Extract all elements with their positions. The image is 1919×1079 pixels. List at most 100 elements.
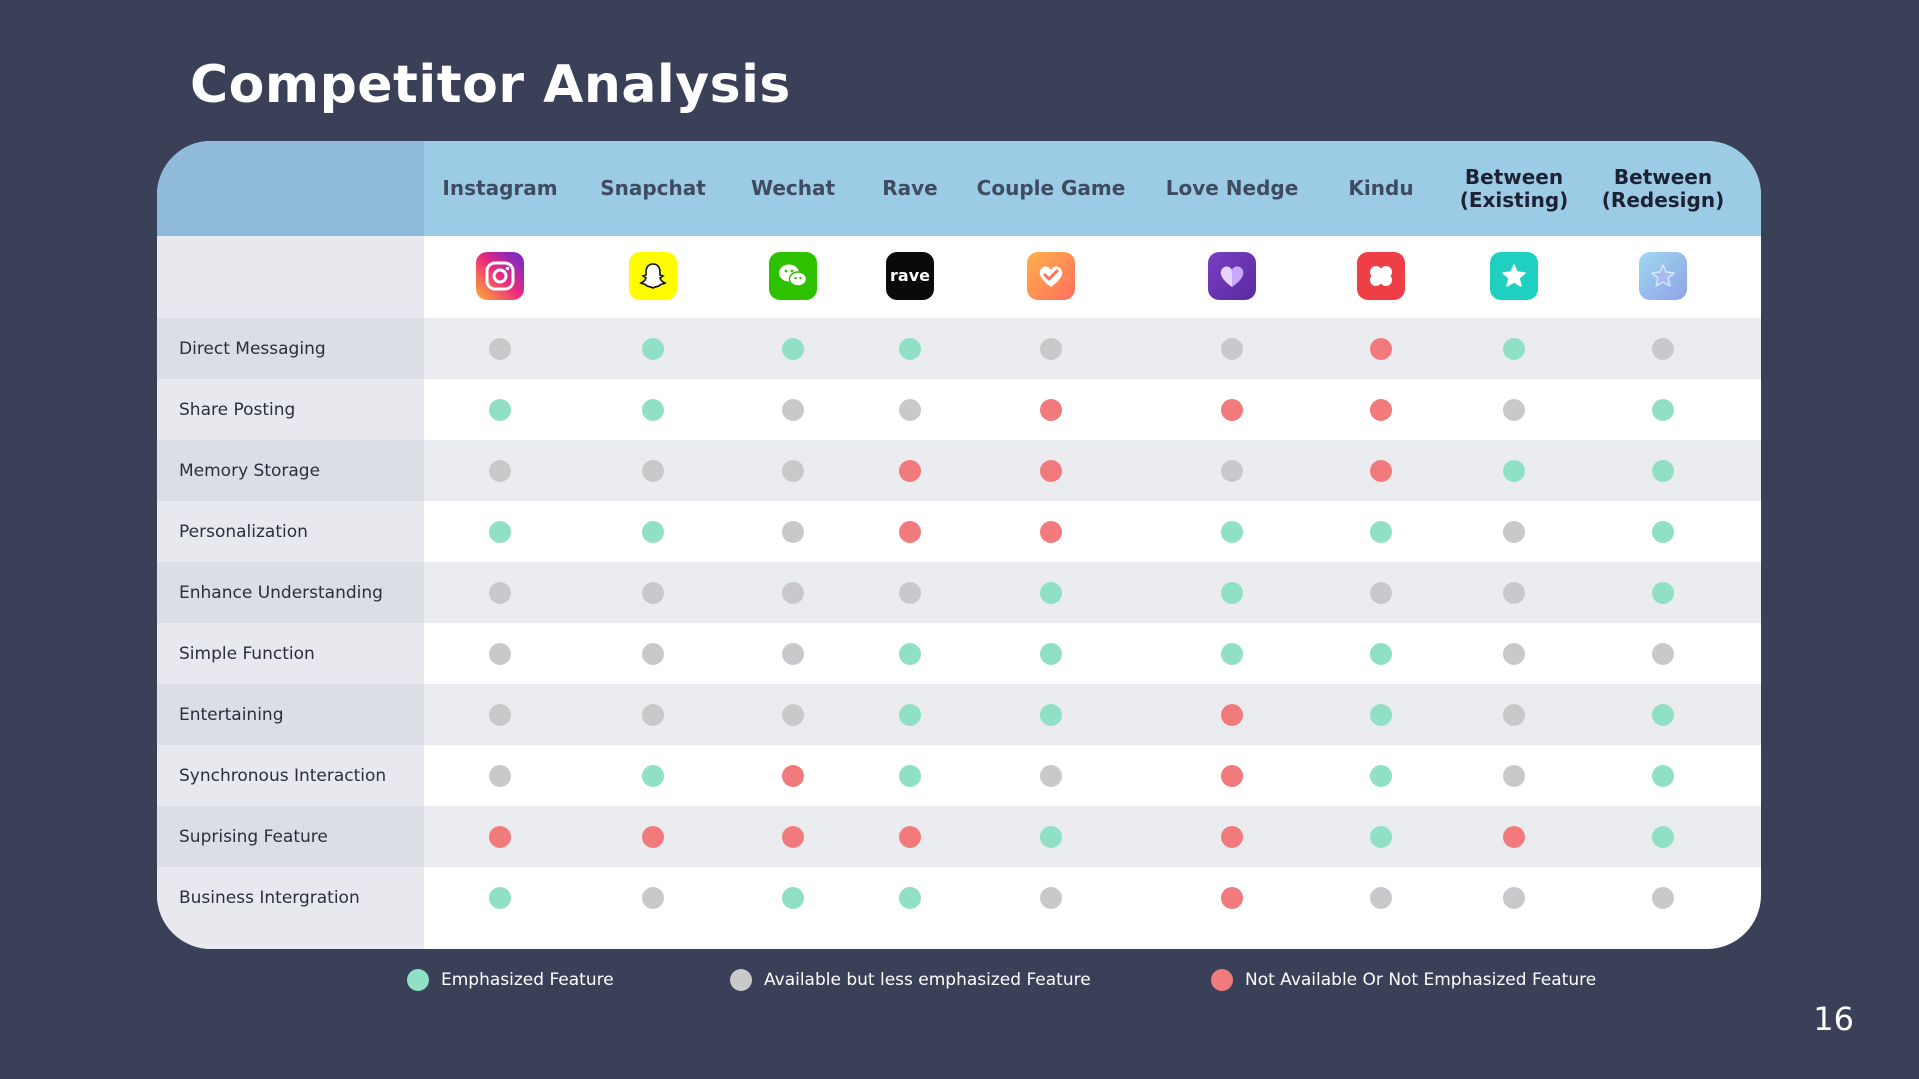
status-dot bbox=[782, 520, 804, 543]
feature-label: Simple Function bbox=[179, 643, 315, 664]
feature-label: Enhance Understanding bbox=[179, 582, 383, 603]
status-dot bbox=[1040, 398, 1062, 421]
status-dot bbox=[1503, 642, 1525, 665]
status-dot bbox=[1040, 581, 1062, 604]
status-dot bbox=[1370, 459, 1392, 482]
status-dot bbox=[1503, 459, 1525, 482]
legend-emphasized: Emphasized Feature bbox=[407, 968, 614, 992]
status-dot bbox=[489, 581, 511, 604]
status-dot bbox=[899, 886, 921, 909]
kindu-icon bbox=[1357, 252, 1405, 300]
love-nedge-icon bbox=[1208, 252, 1256, 300]
status-dot bbox=[899, 642, 921, 665]
between-existing-icon bbox=[1490, 252, 1538, 300]
status-dot bbox=[1503, 520, 1525, 543]
status-dot bbox=[782, 337, 804, 360]
legend-not-available: Not Available Or Not Emphasized Feature bbox=[1211, 968, 1596, 992]
column-header-4: Rave bbox=[882, 176, 938, 200]
status-dot bbox=[1221, 825, 1243, 848]
status-dot bbox=[642, 886, 664, 909]
status-dot bbox=[1652, 764, 1674, 787]
status-dot bbox=[1370, 581, 1392, 604]
feature-label: Synchronous Interaction bbox=[179, 765, 387, 786]
status-dot bbox=[899, 764, 921, 787]
status-dot bbox=[1652, 703, 1674, 726]
status-dot bbox=[489, 398, 511, 421]
status-dot bbox=[1040, 459, 1062, 482]
status-dot bbox=[1652, 642, 1674, 665]
status-dot bbox=[899, 337, 921, 360]
table-row: Memory Storage bbox=[157, 440, 1761, 501]
header-corner bbox=[157, 141, 424, 236]
table-row: Simple Function bbox=[157, 623, 1761, 684]
status-dot bbox=[899, 703, 921, 726]
status-dot bbox=[782, 642, 804, 665]
status-dot bbox=[1221, 520, 1243, 543]
status-dot bbox=[1040, 703, 1062, 726]
column-header-5: Couple Game bbox=[976, 176, 1126, 200]
status-dot bbox=[782, 703, 804, 726]
status-dot bbox=[1040, 520, 1062, 543]
legend-not-available-label: Not Available Or Not Emphasized Feature bbox=[1245, 970, 1597, 990]
table-row: Direct Messaging bbox=[157, 318, 1761, 379]
status-dot bbox=[642, 581, 664, 604]
status-dot bbox=[899, 459, 921, 482]
status-dot bbox=[1370, 642, 1392, 665]
row-label-cell bbox=[157, 440, 424, 501]
status-dot bbox=[899, 398, 921, 421]
status-dot bbox=[899, 581, 921, 604]
status-dot bbox=[489, 825, 511, 848]
status-dot bbox=[1370, 825, 1392, 848]
status-dot bbox=[1370, 398, 1392, 421]
status-dot bbox=[1370, 337, 1392, 360]
row-label-cell bbox=[157, 562, 424, 623]
instagram-icon bbox=[476, 252, 524, 300]
feature-label: Suprising Feature bbox=[179, 826, 328, 847]
status-dot bbox=[782, 398, 804, 421]
status-dot bbox=[1221, 703, 1243, 726]
status-dot bbox=[642, 459, 664, 482]
feature-label: Memory Storage bbox=[179, 460, 321, 481]
status-dot bbox=[1503, 581, 1525, 604]
status-dot bbox=[899, 520, 921, 543]
feature-label: Share Posting bbox=[179, 399, 296, 420]
status-dot bbox=[1652, 459, 1674, 482]
status-dot bbox=[782, 825, 804, 848]
legend-not-available-dot bbox=[1211, 969, 1233, 991]
status-dot bbox=[1503, 825, 1525, 848]
page-number: 16 bbox=[1813, 1000, 1854, 1038]
feature-label: Direct Messaging bbox=[179, 338, 326, 359]
table-row: Synchronous Interaction bbox=[157, 745, 1761, 806]
column-header-3: Wechat bbox=[750, 176, 836, 200]
column-header-8: Between (Existing) bbox=[1459, 164, 1569, 212]
column-header-2: Snapchat bbox=[600, 176, 706, 200]
status-dot bbox=[782, 459, 804, 482]
status-dot bbox=[642, 703, 664, 726]
status-dot bbox=[1652, 520, 1674, 543]
status-dot bbox=[1652, 581, 1674, 604]
status-dot bbox=[1221, 581, 1243, 604]
status-dot bbox=[489, 764, 511, 787]
row-label-cell bbox=[157, 684, 424, 745]
status-dot bbox=[1503, 337, 1525, 360]
table-row: Share Posting bbox=[157, 379, 1761, 440]
table-row: Entertaining bbox=[157, 684, 1761, 745]
status-dot bbox=[1503, 764, 1525, 787]
status-dot bbox=[642, 337, 664, 360]
status-dot bbox=[489, 459, 511, 482]
status-dot bbox=[642, 764, 664, 787]
status-dot bbox=[1221, 337, 1243, 360]
status-dot bbox=[1040, 642, 1062, 665]
status-dot bbox=[1040, 825, 1062, 848]
status-dot bbox=[642, 398, 664, 421]
status-dot bbox=[1040, 337, 1062, 360]
status-dot bbox=[899, 825, 921, 848]
status-dot bbox=[1370, 703, 1392, 726]
status-dot bbox=[1040, 764, 1062, 787]
wechat-icon bbox=[769, 252, 817, 300]
couple-game-icon bbox=[1027, 252, 1075, 300]
status-dot bbox=[489, 520, 511, 543]
column-header-6: Love Nedge bbox=[1165, 176, 1299, 200]
table-row: Enhance Understanding bbox=[157, 562, 1761, 623]
status-dot bbox=[1652, 337, 1674, 360]
